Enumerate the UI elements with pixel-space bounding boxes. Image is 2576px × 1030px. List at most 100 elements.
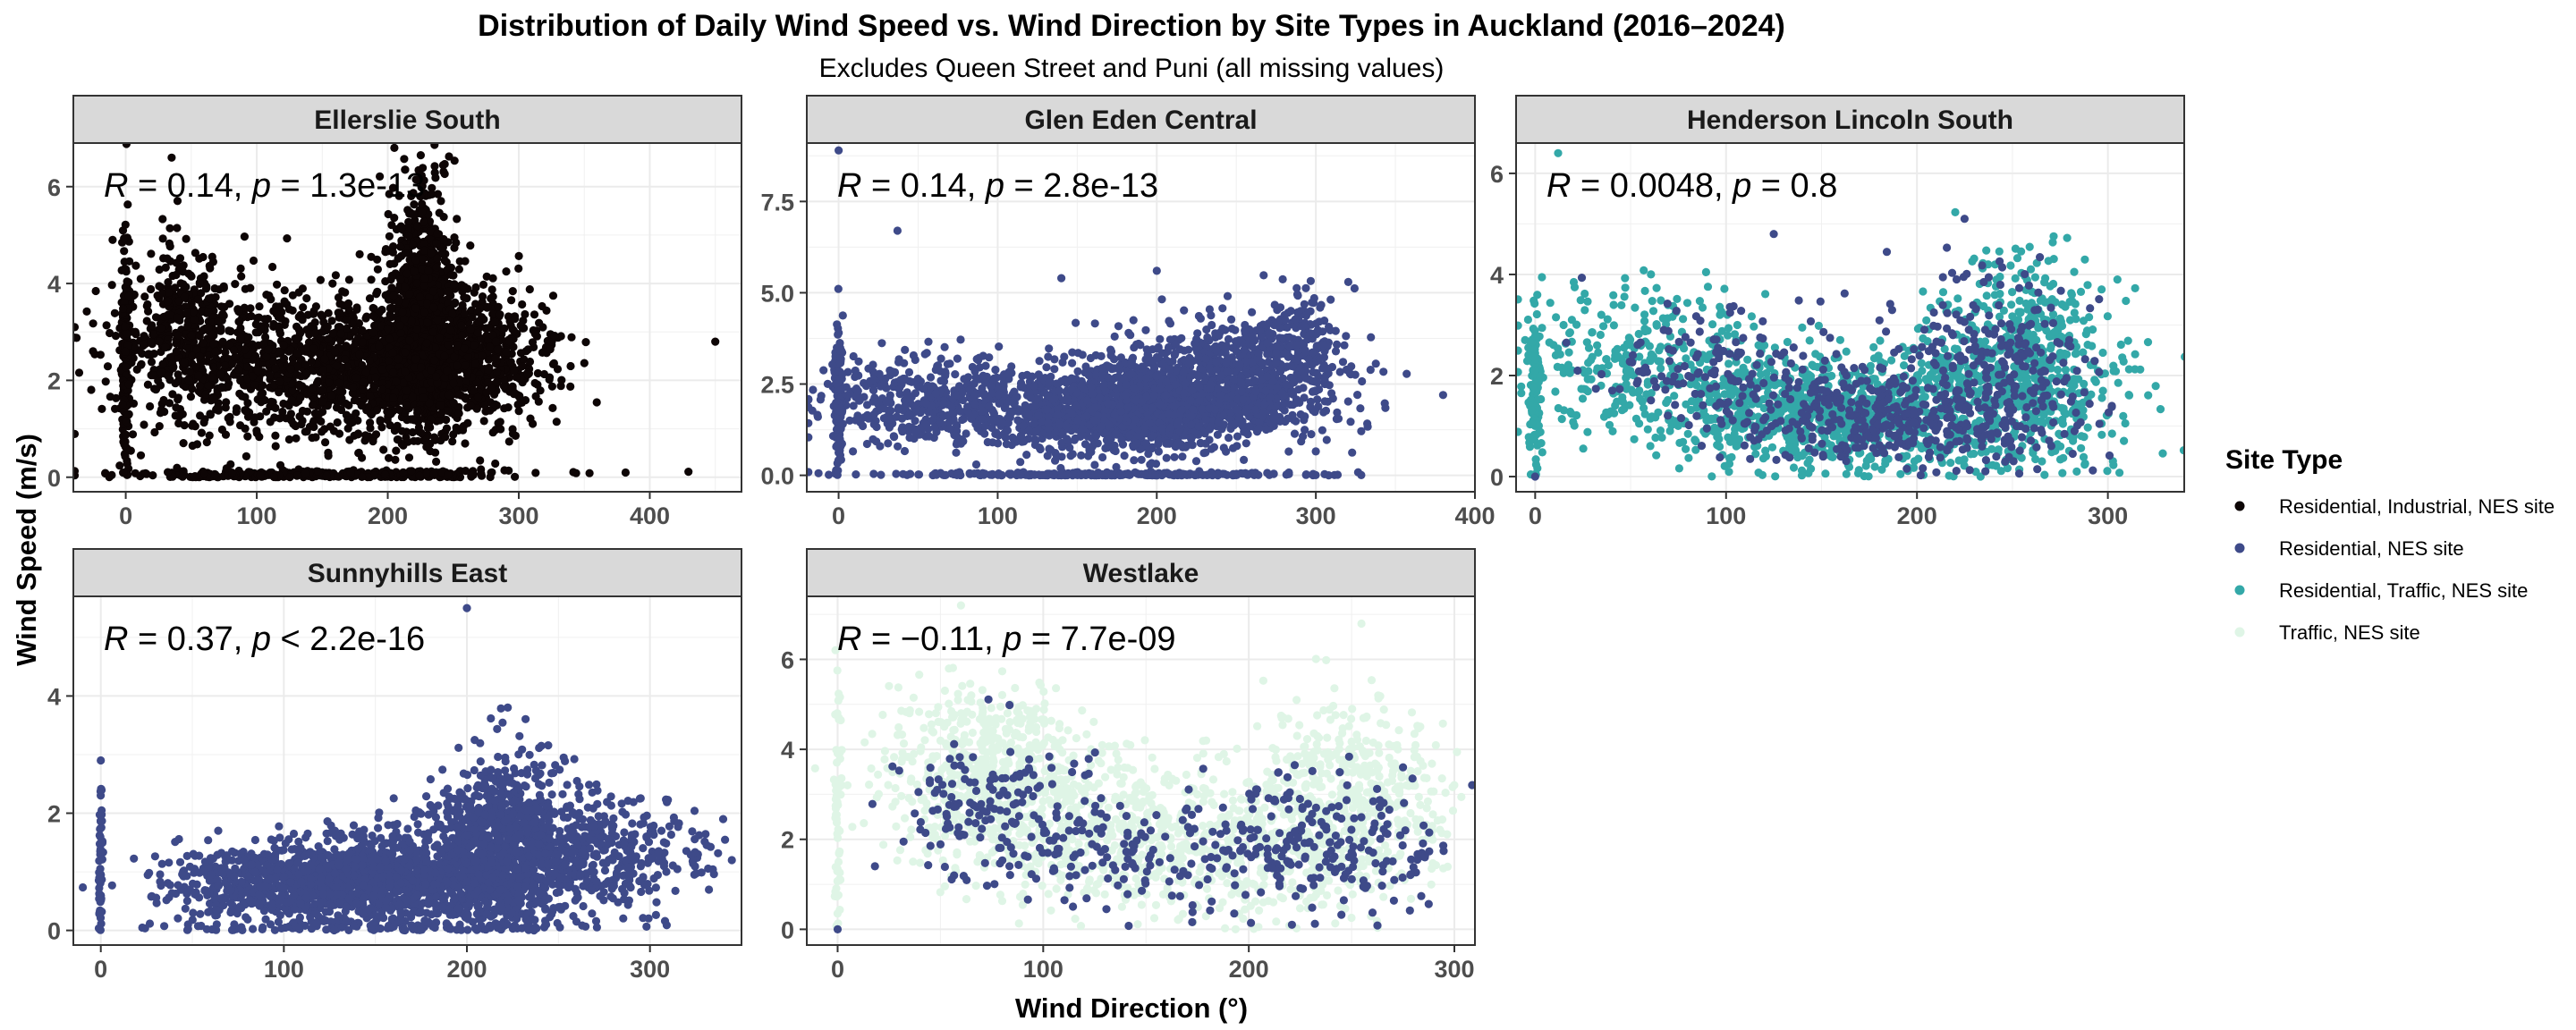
data-point	[236, 264, 245, 273]
data-point	[157, 324, 165, 333]
data-point	[314, 409, 323, 419]
data-point	[315, 349, 324, 358]
data-point	[205, 431, 214, 440]
data-point	[286, 365, 295, 374]
data-point	[462, 370, 472, 379]
data-point	[208, 373, 216, 382]
data-point	[73, 467, 80, 476]
data-point	[259, 339, 268, 348]
data-point	[490, 317, 500, 326]
data-point	[429, 303, 438, 312]
data-point	[309, 344, 318, 353]
data-point	[523, 370, 532, 379]
data-point	[384, 209, 393, 219]
data-point	[251, 328, 260, 337]
data-point	[1154, 447, 1163, 456]
data-point	[514, 251, 523, 260]
data-point	[385, 334, 394, 343]
data-point	[182, 308, 191, 317]
data-point	[335, 472, 343, 481]
data-point	[418, 199, 427, 208]
data-point	[514, 264, 523, 273]
data-point	[142, 301, 151, 310]
data-point	[148, 471, 157, 480]
data-point	[396, 242, 405, 251]
data-point	[241, 345, 250, 354]
data-point	[228, 469, 237, 477]
data-point	[204, 381, 213, 390]
data-point	[549, 359, 559, 367]
data-point	[510, 390, 519, 399]
data-point	[275, 302, 284, 311]
data-point	[197, 428, 206, 437]
data-point	[230, 346, 239, 355]
data-point	[401, 348, 410, 357]
data-point	[385, 190, 394, 198]
data-point	[469, 386, 479, 395]
data-point	[397, 224, 406, 232]
data-point	[149, 350, 158, 359]
data-point	[123, 200, 132, 209]
data-point	[435, 333, 444, 342]
data-point	[373, 287, 382, 296]
data-point	[136, 451, 146, 460]
data-point	[471, 283, 480, 292]
data-point	[174, 418, 183, 428]
data-point	[482, 272, 491, 281]
data-point	[293, 362, 302, 371]
data-point	[307, 357, 316, 366]
data-point	[236, 376, 245, 385]
data-point	[1101, 443, 1110, 452]
data-point	[449, 399, 458, 408]
data-point	[384, 356, 394, 366]
data-point	[330, 347, 340, 356]
data-point	[172, 258, 181, 267]
data-point	[585, 469, 594, 477]
data-point	[321, 438, 330, 447]
data-point	[273, 280, 282, 289]
data-point	[164, 371, 173, 380]
data-point	[445, 341, 453, 350]
data-point	[470, 341, 479, 350]
data-point	[288, 386, 297, 395]
data-point	[454, 390, 464, 399]
data-point	[460, 344, 470, 353]
data-point	[352, 373, 360, 382]
panel-border	[72, 142, 742, 493]
data-point	[383, 324, 393, 333]
data-point	[179, 261, 188, 270]
data-point	[415, 292, 425, 301]
data-point	[496, 310, 504, 319]
data-point	[271, 403, 280, 412]
data-point	[493, 345, 503, 354]
data-point	[429, 287, 438, 296]
data-point	[1130, 456, 1139, 465]
data-point	[484, 366, 493, 375]
data-point	[361, 367, 370, 377]
data-point	[344, 275, 353, 284]
data-point	[187, 331, 196, 340]
data-point	[422, 339, 431, 348]
data-point	[147, 358, 157, 367]
data-point	[444, 470, 453, 479]
data-point	[174, 370, 182, 379]
data-point	[1233, 432, 1242, 441]
data-point	[433, 316, 442, 325]
data-point	[263, 315, 272, 324]
data-point	[394, 254, 402, 263]
data-point	[275, 329, 284, 338]
data-point	[461, 361, 470, 370]
data-point	[209, 394, 218, 403]
data-point	[466, 325, 475, 334]
data-point	[196, 411, 205, 420]
data-point	[410, 200, 419, 209]
data-point	[89, 347, 97, 356]
data-point	[347, 418, 356, 427]
data-point	[298, 284, 307, 293]
data-point	[247, 311, 256, 321]
data-point	[157, 289, 166, 298]
data-point	[363, 402, 372, 411]
data-point	[122, 430, 131, 439]
